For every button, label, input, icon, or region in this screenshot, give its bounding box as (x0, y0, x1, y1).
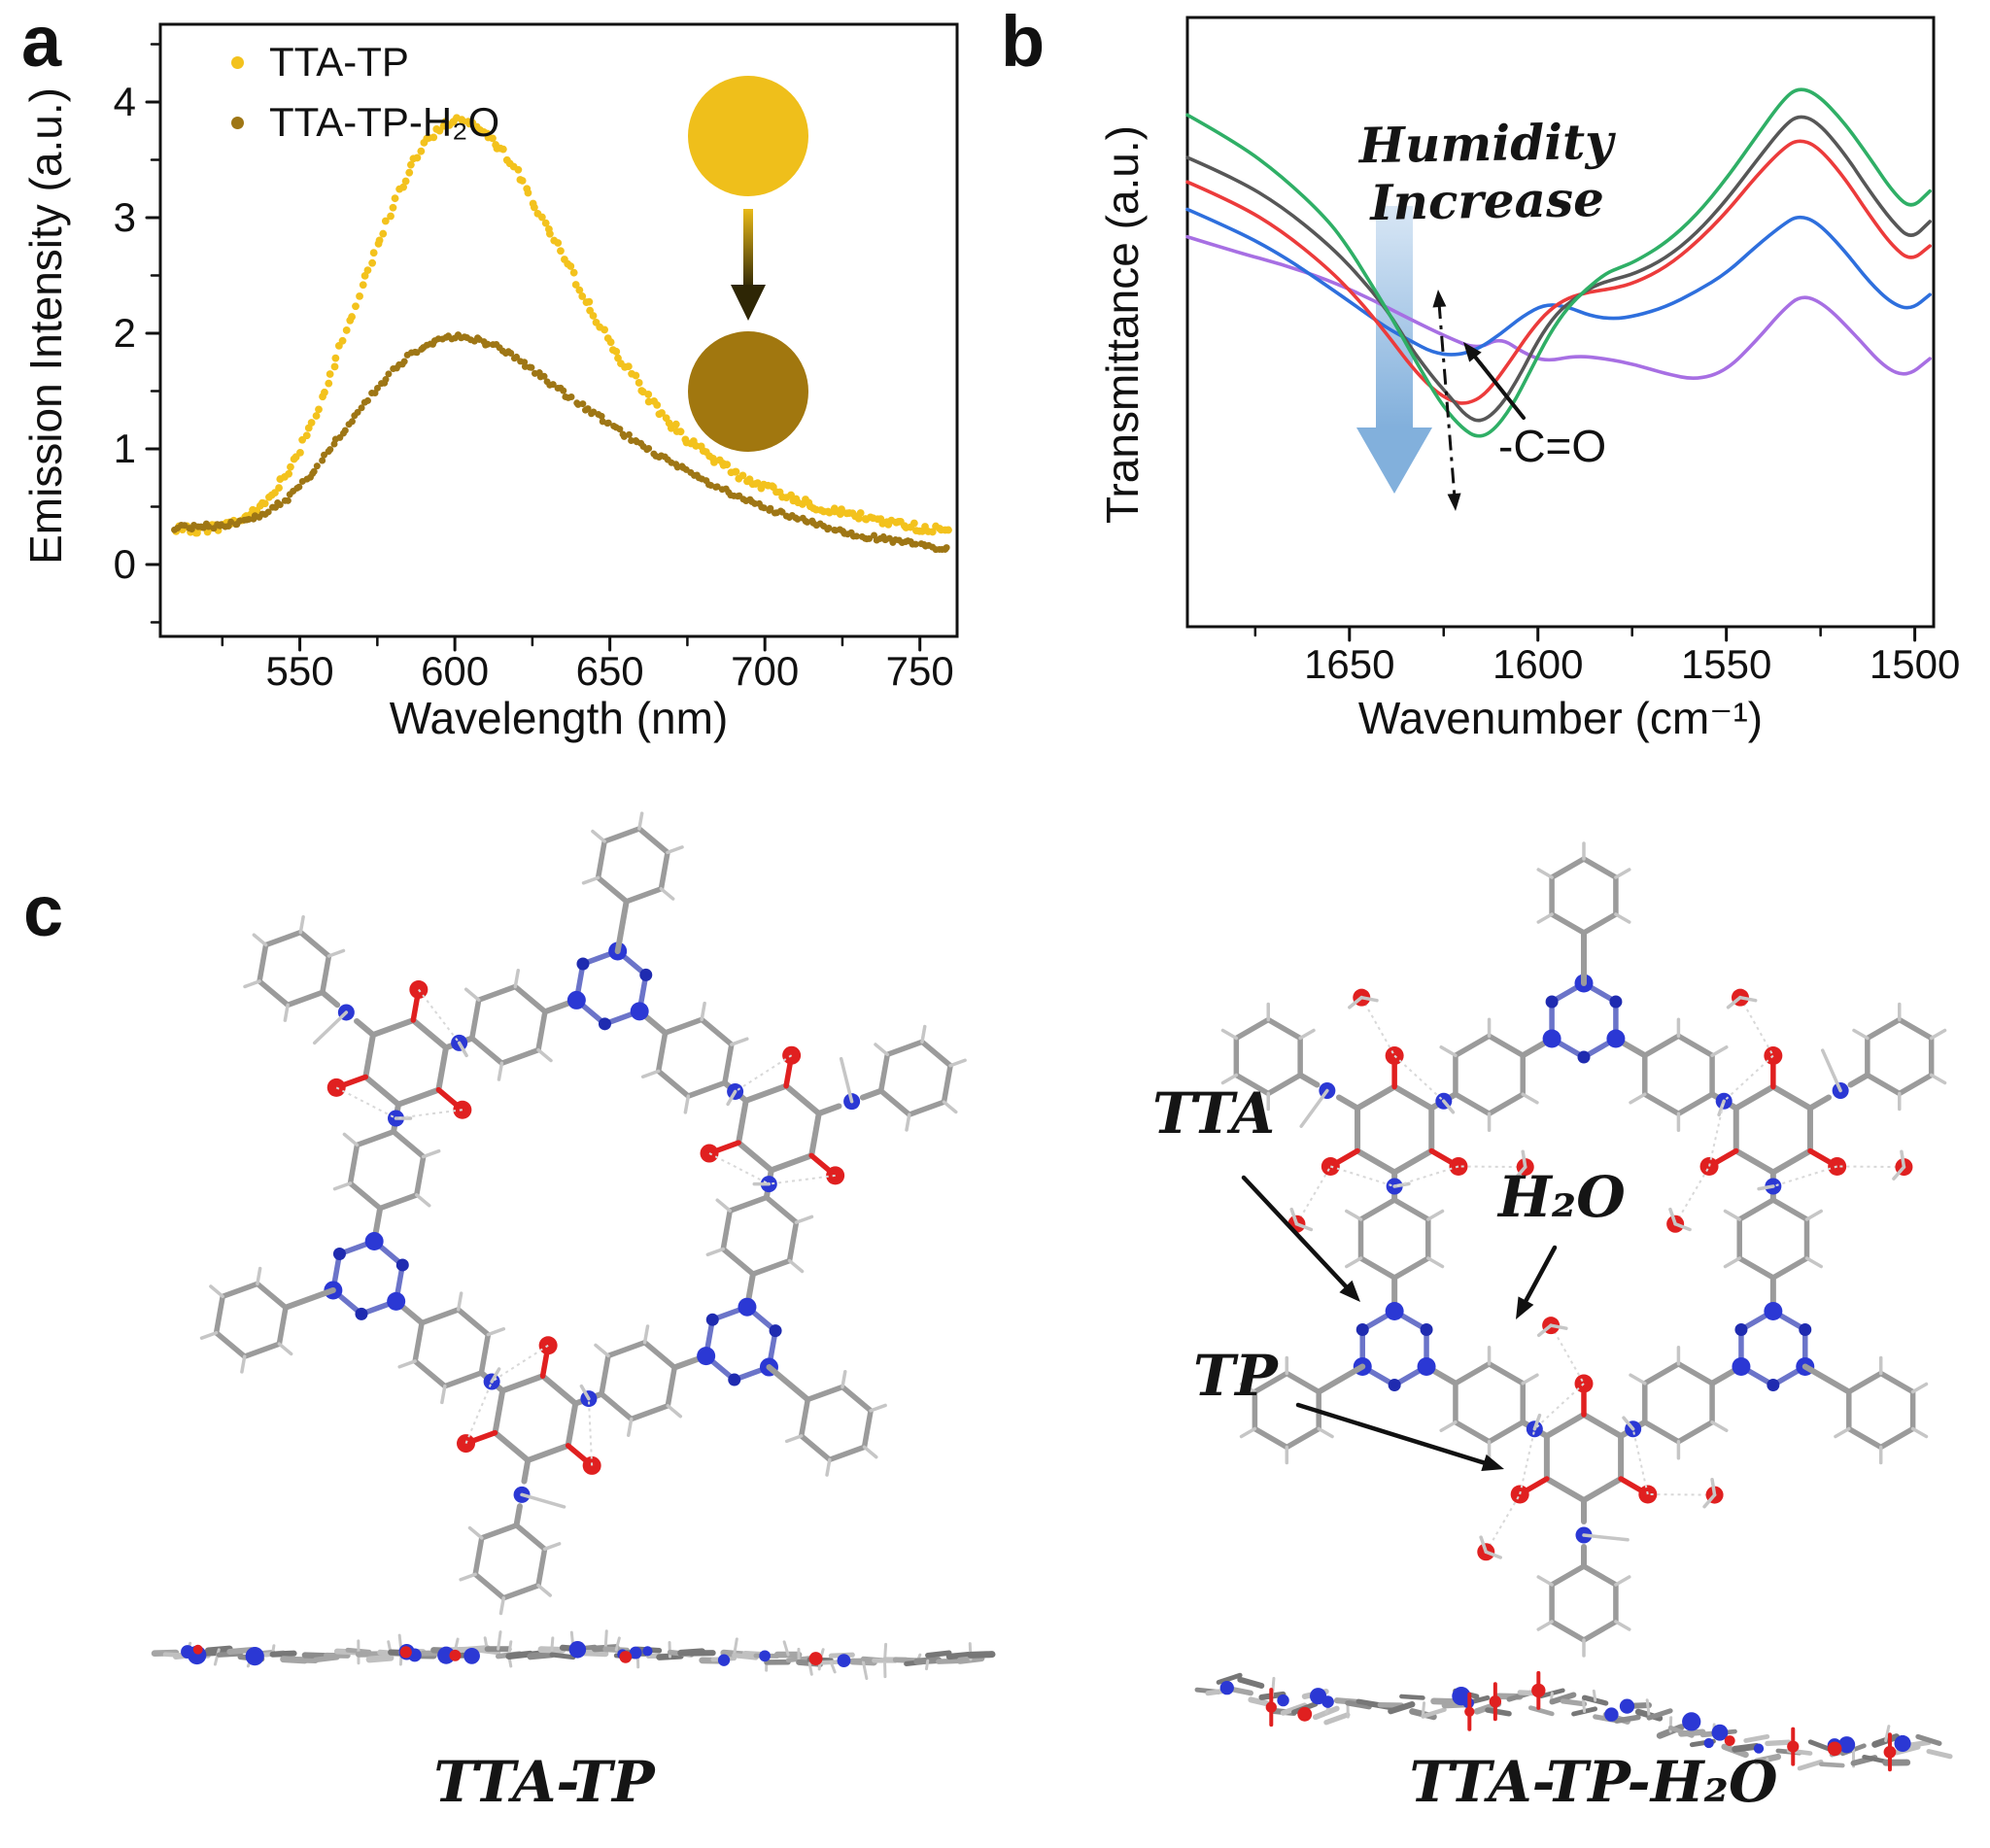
tick-label: 1650 (1304, 641, 1394, 687)
ftir-plot (1185, 16, 1936, 629)
tp-core (700, 1024, 967, 1185)
right-structure-caption: TTA-TP-H₂O (1409, 1749, 1778, 1815)
inset-down-arrow (731, 209, 766, 321)
emission-plot (158, 22, 959, 638)
humid-film-disc (688, 331, 808, 452)
tta-tp-side-view (151, 1629, 996, 1681)
tta-tp-structure (151, 811, 996, 1681)
tick-label: 0 (114, 541, 136, 587)
tick-label: 750 (886, 648, 954, 694)
legend-marker-tta-tp-h2o (231, 116, 244, 129)
legend-marker-tta-tp (231, 55, 244, 69)
tta-triazine-node (1239, 1302, 1436, 1465)
legend-label-tta-tp: TTA-TP (269, 39, 409, 85)
tta-tp-h2o-structure (1194, 841, 1953, 1775)
ftir-curve-4 (1185, 87, 1932, 438)
tick-label: 550 (266, 648, 334, 694)
tta-tp-h2o-macrocycle (1220, 841, 1947, 1658)
tick-label: 1600 (1492, 641, 1583, 687)
x-axis-label-a: Wavelength (nm) (389, 693, 729, 743)
legend-item-tta-tp: TTA-TP (231, 37, 499, 87)
legend: TTA-TP TTA-TP-H₂O (231, 37, 499, 148)
fresh-film-disc (688, 76, 808, 196)
c-o-annotation-arrows (1432, 290, 1526, 511)
left-structure-caption: TTA-TP (433, 1749, 655, 1815)
tp-core (1220, 1002, 1468, 1187)
tp-annotation: TP (1193, 1343, 1278, 1409)
legend-label-tta-tp-h2o: TTA-TP-H₂O (269, 99, 500, 145)
c-o-annotation: -C=O (1498, 421, 1607, 471)
tick-label: 600 (421, 648, 489, 694)
h2o-annotation: H₂O (1498, 1164, 1626, 1230)
series-tta-tp-h2o (171, 331, 950, 554)
tta-triazine-node (199, 1232, 409, 1374)
panel-c-label: c (23, 871, 64, 951)
emission-chart: 550 600 650 700 750 0 1 2 3 4 (114, 22, 959, 694)
tta-tp-macrocycle (199, 811, 967, 1616)
plot-frame (1185, 16, 1936, 629)
tta-tp-h2o-side-view (1194, 1670, 1953, 1775)
tp-core (1699, 1002, 1947, 1187)
panel-b-label: b (1001, 1, 1046, 82)
tta-triazine-node (697, 1297, 887, 1477)
tick-label: 700 (731, 648, 799, 694)
plot-frame (158, 22, 959, 638)
axis-ticks: 1650 1600 1550 1500 (1253, 625, 1960, 687)
tick-label: 650 (576, 648, 644, 694)
tp-core (243, 915, 472, 1119)
tick-label: 1550 (1681, 641, 1771, 687)
tick-label: 1500 (1870, 641, 1960, 687)
water-molecules (1477, 1317, 1724, 1561)
water-molecules (1666, 988, 1913, 1233)
x-axis-label-b: Wavenumber (cm⁻¹) (1357, 693, 1764, 743)
tp-core (1510, 1374, 1658, 1658)
linker-edges (1345, 1017, 1823, 1460)
y-axis-label-b: Transmittance (a.u.) (1097, 125, 1148, 524)
tta-triazine-node (566, 811, 684, 1031)
y-axis-label-a: Emission Intensity (a.u.) (20, 87, 71, 565)
linker-edges (332, 969, 814, 1437)
humidity-inset (688, 76, 808, 452)
tp-core (457, 1336, 601, 1616)
ftir-chart: 1650 1600 1550 1500 (1185, 16, 1960, 687)
tick-label: 1 (114, 426, 136, 471)
humidity-increase-annotation: Humidity Increase (1358, 112, 1614, 232)
tta-triazine-node (1732, 1302, 1929, 1465)
tta-annotation: TTA (1152, 1080, 1276, 1146)
tick-label: 3 (114, 194, 136, 240)
tick-label: 2 (114, 310, 136, 356)
tick-label: 4 (114, 79, 136, 124)
series-tta-tp (172, 114, 952, 537)
tta-triazine-node (1536, 841, 1631, 1064)
panel-a-label: a (21, 1, 62, 82)
axis-ticks: 550 600 650 700 750 0 1 2 3 4 (114, 43, 954, 694)
annotation-arrows (1241, 1175, 1558, 1472)
ftir-curve-1 (1185, 207, 1932, 357)
legend-item-tta-tp-h2o: TTA-TP-H₂O (231, 97, 499, 148)
